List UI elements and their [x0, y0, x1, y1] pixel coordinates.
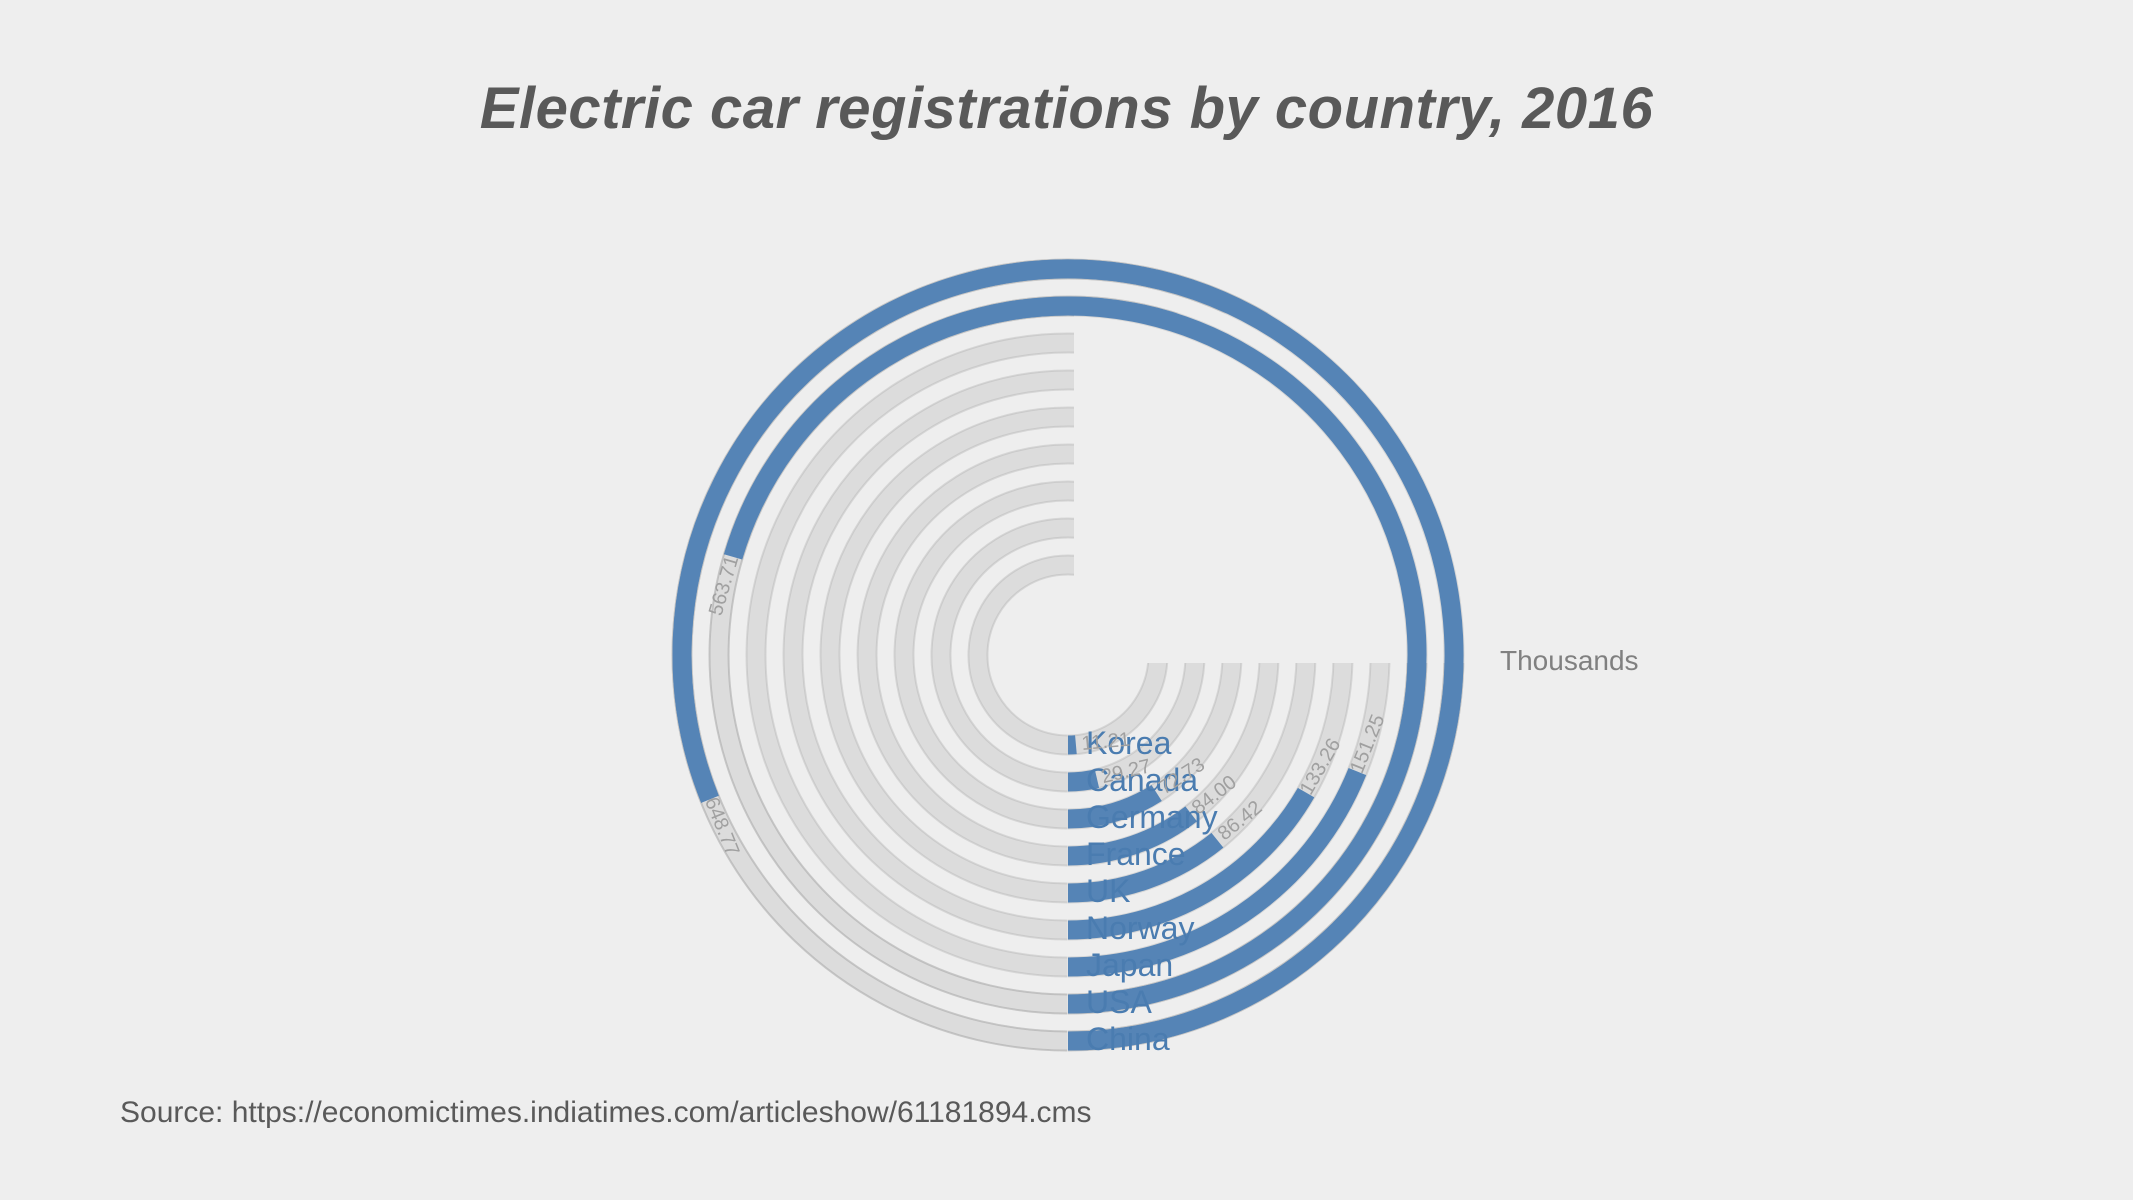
category-label: Japan	[1086, 949, 1173, 981]
category-label: Norway	[1086, 912, 1194, 944]
value-label: 11.21	[1081, 728, 1131, 755]
category-label: USA	[1086, 986, 1152, 1018]
radial-bar-chart	[0, 0, 2133, 1200]
category-label: China	[1086, 1023, 1170, 1055]
category-label: UK	[1086, 875, 1130, 907]
unit-label: Thousands	[1500, 645, 1639, 677]
quadrant-mask	[1074, 313, 1497, 663]
stage: Electric car registrations by country, 2…	[0, 0, 2133, 1200]
category-label: France	[1086, 838, 1186, 870]
source-text: Source: https://economictimes.indiatimes…	[120, 1096, 1092, 1130]
